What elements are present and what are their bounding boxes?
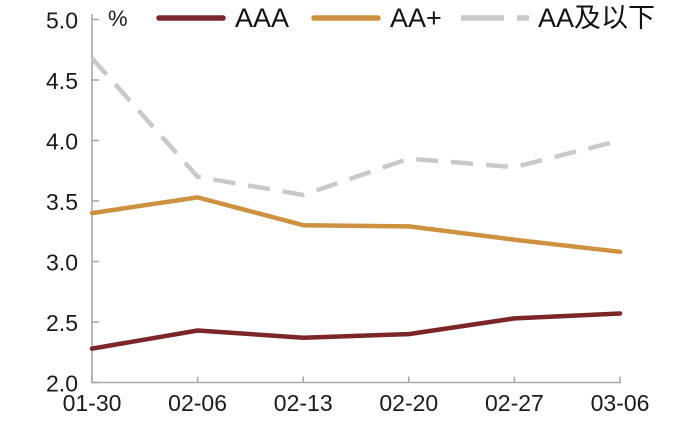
series-line-aa+: [89, 195, 623, 255]
x-tick-label: 02-20: [379, 390, 438, 416]
y-tick-label: 4.5: [46, 68, 78, 94]
legend-swatch-aaa-line: [156, 15, 226, 21]
legend-swatch-aa-plus-line: [311, 15, 381, 21]
x-tick-label: 01-30: [63, 390, 122, 416]
series-line-aaa: [89, 311, 623, 351]
x-tick-label: 02-13: [274, 390, 333, 416]
series-line-aa: [90, 56, 621, 198]
y-tick-label: 5.0: [46, 8, 78, 34]
legend-label-aaa: AAA: [235, 3, 290, 33]
y-axis-unit-label: %: [108, 6, 128, 31]
x-tick-label: 02-27: [485, 390, 544, 416]
y-tick-label: 4.0: [46, 129, 78, 155]
legend-swatch-aa-and-below-dashed-line: [461, 15, 531, 21]
x-tick-label: 02-06: [168, 390, 227, 416]
legend-label-aa-plus: AA+: [390, 3, 442, 33]
chart-legend: AAA AA+ AA及以下: [0, 0, 700, 36]
legend-label-aa-and-below: AA及以下: [538, 3, 656, 33]
x-tick-label: 03-06: [591, 390, 650, 416]
y-tick-label: 2.0: [46, 371, 78, 397]
y-tick-label: 3.5: [46, 189, 78, 215]
y-tick-label: 2.5: [46, 310, 78, 336]
y-tick-label: 3.0: [46, 250, 78, 276]
legend-item-aaa: AAA: [155, 0, 289, 36]
legend-item-aa-plus: AA+: [310, 0, 442, 36]
legend-item-aa-and-below: AA及以下: [461, 0, 655, 36]
